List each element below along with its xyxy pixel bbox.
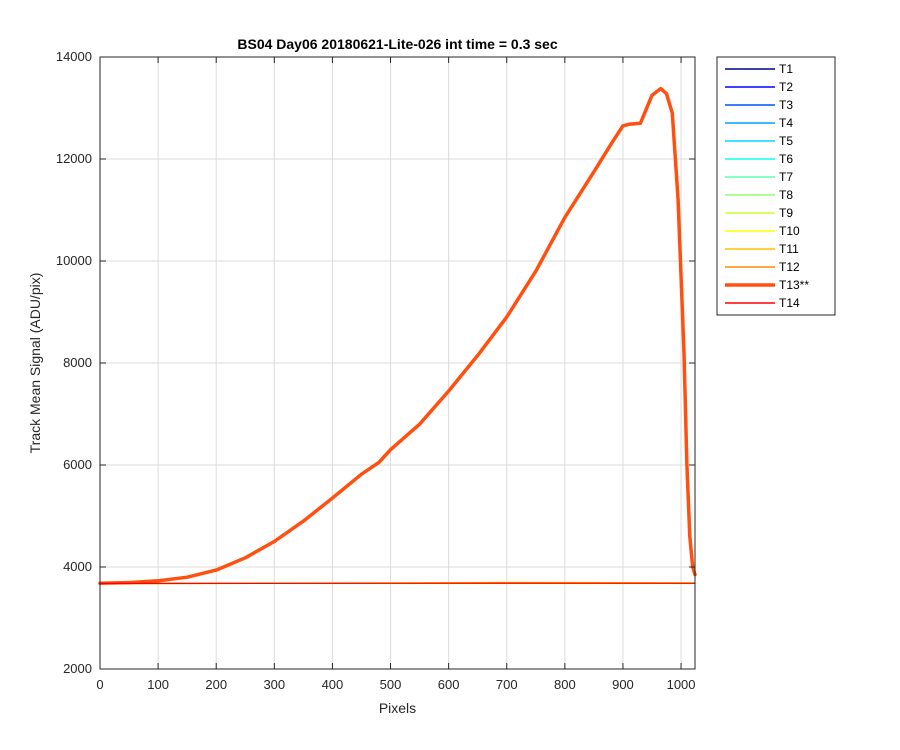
legend-label: T2 [779,80,793,94]
y-tick-label: 10000 [56,253,92,268]
x-tick-label: 0 [96,677,103,692]
legend-label: T7 [779,170,793,184]
legend-label: T1 [779,62,793,76]
x-tick-label: 200 [205,677,227,692]
legend-label: T3 [779,98,793,112]
x-tick-label: 600 [438,677,460,692]
legend-box [716,56,836,316]
y-axis-label: Track Mean Signal (ADU/pix) [27,273,43,454]
axis-ticks: 0 100 200 300 400 500 600 700 800 900 1000 2000 4000… [56,49,696,692]
grid-lines [100,57,695,669]
legend-label: T6 [779,152,793,166]
x-tick-label: 800 [554,677,576,692]
legend-label: T10 [779,224,800,238]
y-tick-label: 8000 [63,355,92,370]
x-axis-label: Pixels [379,700,416,716]
legend-label: T9 [779,206,793,220]
x-tick-label: 1000 [667,677,696,692]
legend-label: T5 [779,134,793,148]
legend-label: T14 [779,296,800,310]
x-tick-label: 300 [263,677,285,692]
legend-label: T12 [779,260,800,274]
y-tick-label: 6000 [63,457,92,472]
x-tick-label: 700 [496,677,518,692]
x-tick-label: 500 [380,677,402,692]
legend-label: T4 [779,116,793,130]
legend-label: T13** [779,278,809,292]
y-tick-label: 4000 [63,559,92,574]
x-tick-label: 400 [322,677,344,692]
x-tick-label: 100 [147,677,169,692]
plot-area-series [98,86,697,586]
legend-label: T8 [779,188,793,202]
x-tick-label: 900 [612,677,634,692]
y-tick-label: 14000 [56,49,92,64]
y-tick-label: 2000 [63,661,92,676]
legend: T1 T2 T3 T4 T5 T6 T7 T8 T9 T10 T11 T12 T13** T14 [716,56,836,316]
legend-label: T11 [779,242,799,256]
chart-title: BS04 Day06 20180621-Lite-026 int time = … [237,36,557,52]
series-line-t13 [98,86,697,586]
y-tick-label: 12000 [56,151,92,166]
